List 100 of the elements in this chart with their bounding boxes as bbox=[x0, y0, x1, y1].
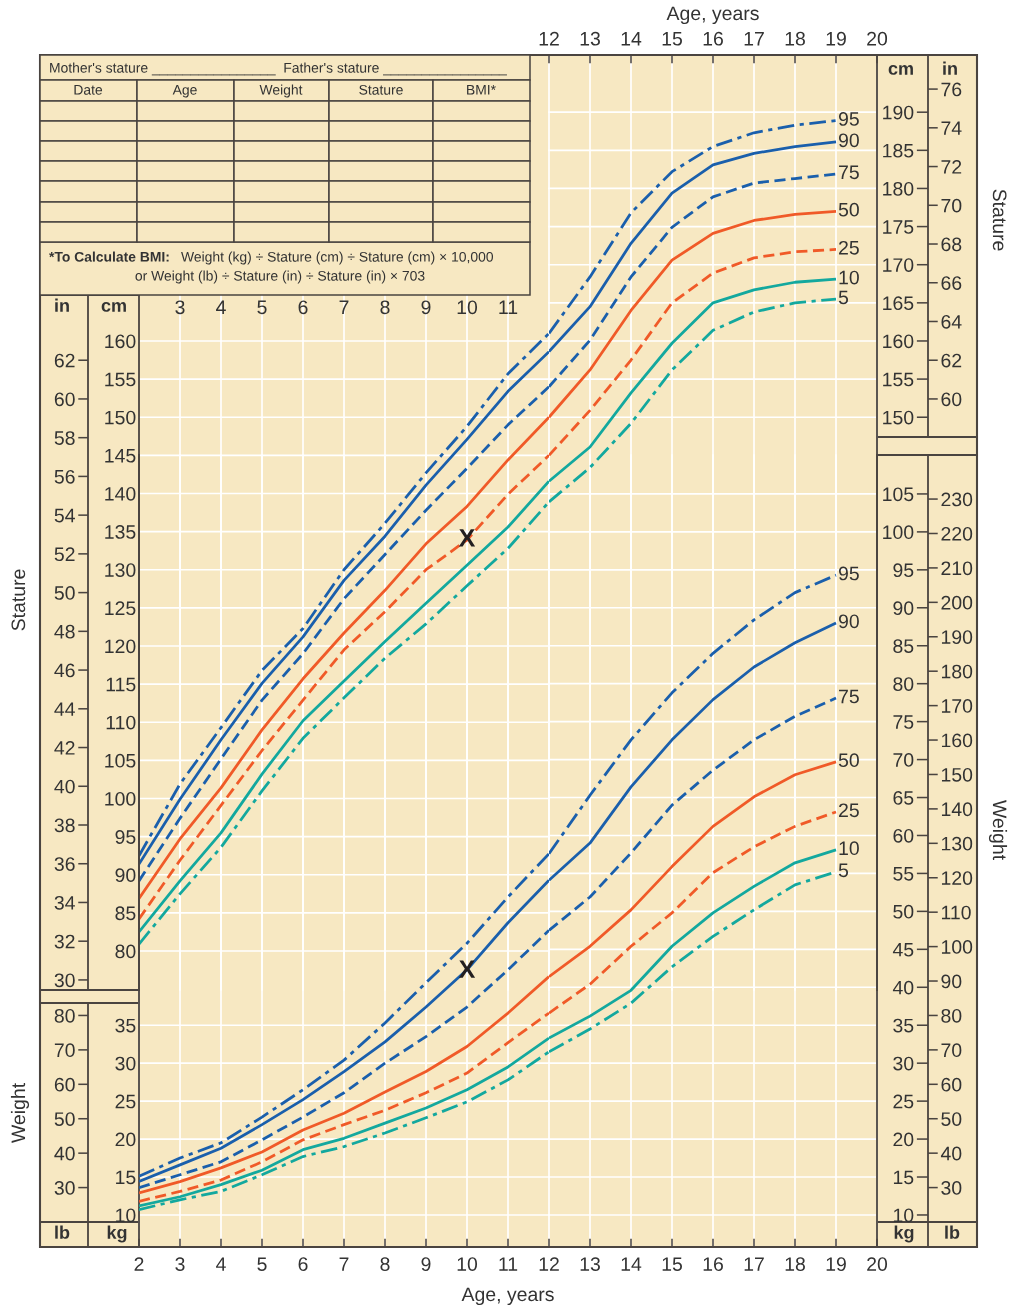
x-tick-label: 19 bbox=[826, 31, 846, 46]
y-tick-label: 10 bbox=[116, 1208, 136, 1223]
y-tick-label: 120 bbox=[105, 639, 136, 654]
y2-tick-label: 54 bbox=[54, 508, 75, 523]
y2-tick-label: 72 bbox=[941, 160, 962, 174]
y-tick-label: 25 bbox=[115, 1094, 136, 1109]
y2-tick-label: 36 bbox=[54, 857, 75, 871]
y-tick-label: 35 bbox=[893, 1018, 914, 1033]
text: cm bbox=[888, 64, 913, 75]
y-tick-label: 65 bbox=[893, 791, 914, 805]
y2-tick-label: 200 bbox=[941, 595, 973, 610]
y2-tick-label: 48 bbox=[54, 624, 75, 639]
y-tick-label: 85 bbox=[893, 639, 914, 653]
y-tick-label: 105 bbox=[883, 487, 914, 502]
series-label: 50 bbox=[838, 202, 859, 217]
y2-tick-label: 74 bbox=[941, 121, 962, 135]
series-label: 90 bbox=[838, 614, 859, 629]
y2-tick-label: 68 bbox=[941, 237, 962, 252]
x-tick-label: 5 bbox=[257, 300, 267, 315]
x-tick-label: 13 bbox=[580, 1257, 600, 1271]
y-tick-label: 185 bbox=[883, 143, 914, 158]
x-tick-label: 8 bbox=[380, 300, 390, 315]
y-tick-label: 20 bbox=[115, 1132, 136, 1147]
annotation: *To Calculate BMI: bbox=[49, 251, 169, 262]
y2-tick-label: 46 bbox=[54, 663, 75, 678]
series-label: 5 bbox=[838, 863, 849, 878]
y-tick-label: 155 bbox=[105, 372, 136, 387]
series-label: 10 bbox=[839, 841, 859, 856]
annotation: Weight (kg) ÷ Stature (cm) ÷ Stature (cm) × 10,000 bbox=[181, 251, 494, 265]
x-tick-label: 11 bbox=[499, 300, 518, 314]
y-tick-label: 170 bbox=[883, 258, 914, 272]
y2-tick-label: 58 bbox=[54, 431, 75, 445]
y2-tick-label: 60 bbox=[941, 1077, 962, 1092]
y2-tick-label: 62 bbox=[941, 353, 962, 368]
x-tick-label: 11 bbox=[499, 1257, 518, 1271]
text: lb bbox=[945, 1225, 960, 1239]
y2-tick-label: 70 bbox=[941, 198, 962, 213]
y-tick-label: 150 bbox=[883, 410, 914, 425]
y-tick-label: 175 bbox=[883, 220, 914, 234]
series-label: 95 bbox=[838, 112, 859, 126]
y-tick-label: 95 bbox=[893, 563, 914, 578]
y2-tick-label: 80 bbox=[54, 1008, 75, 1023]
annotation: Age bbox=[172, 85, 197, 98]
annotation: BMI* bbox=[467, 85, 496, 95]
y-tick-label: 40 bbox=[892, 980, 914, 995]
y-tick-label: 70 bbox=[893, 753, 914, 767]
y2-axis-title: Weight bbox=[988, 800, 1008, 860]
x-tick-label: 18 bbox=[785, 31, 805, 46]
y2-tick-label: 40 bbox=[940, 1146, 962, 1161]
series-label: 25 bbox=[839, 803, 859, 818]
x-tick-label: 9 bbox=[421, 1257, 431, 1271]
y2-tick-label: 30 bbox=[941, 1181, 962, 1195]
y2-tick-label: 100 bbox=[941, 940, 973, 954]
x-tick-label: 15 bbox=[662, 1257, 682, 1271]
text: in bbox=[55, 298, 69, 312]
y2-tick-label: 38 bbox=[54, 818, 75, 833]
y2-tick-label: 66 bbox=[941, 276, 962, 290]
y2-tick-label: 40 bbox=[54, 1146, 75, 1161]
x-tick-label: 12 bbox=[539, 31, 559, 46]
y-tick-label: 85 bbox=[115, 906, 136, 921]
text: lb bbox=[55, 1225, 70, 1239]
y2-tick-label: 70 bbox=[941, 1043, 962, 1058]
y-tick-label: 80 bbox=[115, 944, 136, 959]
y2-tick-label: 110 bbox=[941, 905, 971, 920]
y-tick-label: 90 bbox=[115, 868, 136, 883]
y-tick-label: 80 bbox=[893, 677, 914, 691]
y-tick-label: 55 bbox=[893, 867, 914, 881]
x-tick-label: 10 bbox=[457, 300, 478, 315]
y-tick-label: 190 bbox=[883, 105, 914, 120]
y2-tick-label: 180 bbox=[941, 664, 973, 679]
series-label: 75 bbox=[839, 689, 859, 704]
x-tick-label: 16 bbox=[703, 31, 723, 46]
x-axis-title: Age, years bbox=[666, 6, 759, 25]
series-label: 90 bbox=[838, 133, 859, 148]
y-tick-label: 105 bbox=[105, 753, 136, 768]
y2-tick-label: 120 bbox=[941, 871, 973, 885]
y2-tick-label: 60 bbox=[54, 1077, 75, 1092]
y2-tick-label: 170 bbox=[941, 699, 973, 713]
x-tick-label: 14 bbox=[621, 32, 642, 46]
y-tick-label: 100 bbox=[883, 525, 914, 540]
x-tick-label: 3 bbox=[175, 300, 185, 315]
y-tick-label: 75 bbox=[893, 715, 914, 729]
y2-tick-label: 62 bbox=[54, 353, 75, 368]
y2-tick-label: 30 bbox=[54, 973, 75, 988]
y-tick-label: 140 bbox=[105, 486, 136, 501]
y-tick-label: 95 bbox=[115, 830, 136, 844]
x-tick-label: 4 bbox=[216, 1257, 226, 1271]
y2-tick-label: 190 bbox=[941, 630, 973, 645]
y2-tick-label: 50 bbox=[54, 1112, 75, 1126]
y2-tick-label: 160 bbox=[941, 733, 973, 748]
annotation: or Weight (lb) ÷ Stature (in) ÷ Stature (in) × 703 bbox=[135, 270, 425, 284]
y-tick-label: 45 bbox=[892, 942, 914, 957]
y-tick-label: 150 bbox=[105, 410, 136, 425]
y2-axis-title: Stature bbox=[11, 569, 26, 631]
y2-tick-label: 60 bbox=[54, 392, 75, 407]
y2-tick-label: 230 bbox=[941, 492, 973, 507]
y2-axis-title: Stature bbox=[992, 189, 1007, 251]
y-tick-label: 60 bbox=[893, 828, 914, 843]
x-tick-label: 18 bbox=[785, 1257, 805, 1271]
y2-tick-label: 150 bbox=[941, 767, 973, 782]
